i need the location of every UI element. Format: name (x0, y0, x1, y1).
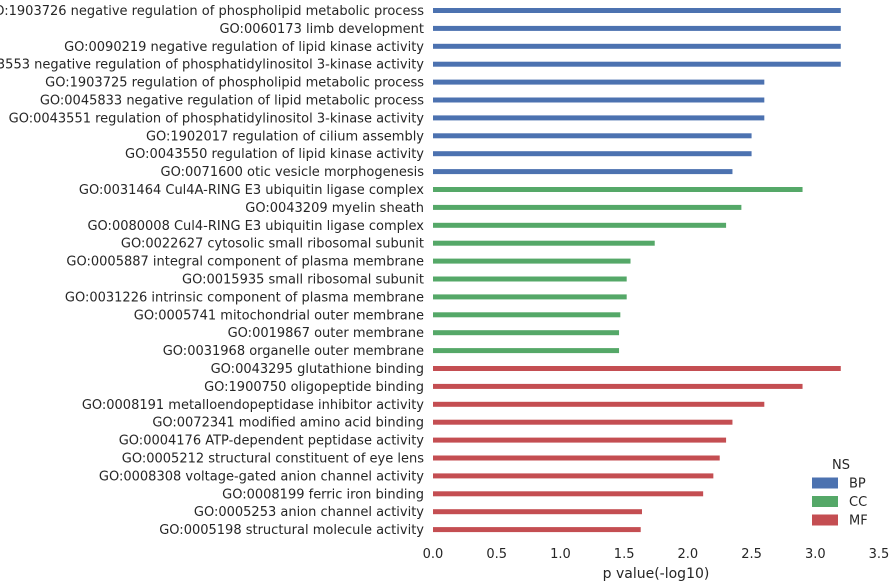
category-label: GO:0019867 outer membrane (228, 326, 424, 341)
category-label: GO:0008199 ferric iron binding (222, 487, 424, 502)
bar-cc (433, 258, 631, 264)
bar-bp (433, 151, 752, 157)
bar-cc (433, 330, 620, 336)
bar-bp (433, 169, 733, 175)
category-label: GO:0031968 organelle outer membrane (163, 344, 424, 359)
x-tick-label: 1.0 (550, 547, 571, 562)
bar-bp (433, 133, 752, 139)
bar-bp (433, 25, 841, 31)
bar-cc (433, 240, 655, 246)
category-label: GO:0005741 mitochondrial outer membrane (134, 308, 424, 323)
category-label: GO:0072341 modified amino acid binding (152, 416, 424, 431)
category-label: GO:0005198 structural molecule activity (159, 523, 424, 538)
category-label: GO:0031464 Cul4A-RING E3 ubiquitin ligas… (79, 183, 424, 198)
category-label: GO:0005887 integral component of plasma … (66, 255, 424, 270)
bar-cc (433, 294, 627, 300)
legend-label-mf: MF (849, 514, 868, 529)
legend-label-cc: CC (849, 495, 867, 510)
category-label: GO:1903726 negative regulation of phosph… (0, 4, 424, 19)
category-label: GO:0045833 negative regulation of lipid … (40, 94, 424, 109)
x-tick-label: 3.5 (869, 547, 890, 562)
bar-cc (433, 348, 620, 354)
category-label: GO:1903725 regulation of phospholipid me… (45, 76, 424, 91)
category-label: GO:0004176 ATP-dependent peptidase activ… (119, 434, 425, 449)
category-label: GO:0043551 regulation of phosphatidylino… (9, 111, 425, 126)
bar-mf (433, 383, 803, 389)
bar-bp (433, 43, 841, 49)
category-label: GO:0090219 negative regulation of lipid … (64, 40, 424, 55)
bar-cc (433, 312, 621, 318)
bar-cc (433, 204, 742, 210)
bar-mf (433, 455, 720, 461)
x-tick-label: 3.0 (805, 547, 826, 562)
x-tick-label: 2.0 (678, 547, 699, 562)
category-label: GO:0043550 regulation of lipid kinase ac… (125, 147, 424, 162)
bar-mf (433, 491, 704, 497)
x-axis-label: p value(-log10) (603, 566, 710, 582)
legend-swatch-mf (812, 514, 838, 526)
x-tick-label: 2.5 (741, 547, 762, 562)
bar-mf (433, 509, 642, 515)
legend-label-bp: BP (849, 477, 866, 492)
bar-mf (433, 401, 765, 407)
category-labels-group: GO:1903726 negative regulation of phosph… (0, 4, 424, 538)
bar-mf (433, 366, 841, 371)
bar-bp (433, 115, 765, 121)
category-label: GO:0043209 myelin sheath (245, 201, 424, 216)
x-tick-label: 0.5 (486, 547, 507, 562)
legend-swatch-bp (812, 477, 838, 489)
x-axis-ticks-group: 0.0 0.5 1.0 1.5 2.0 2.5 3.0 3.5 (423, 547, 890, 562)
category-label: GO:0080008 Cul4-RING E3 ubiquitin ligase… (87, 219, 424, 234)
legend: NS BP CC MF (812, 458, 868, 529)
bar-bp (433, 97, 765, 103)
bar-mf (433, 419, 733, 425)
bar-mf (433, 437, 727, 443)
bar-bp (433, 61, 841, 67)
category-label: GO:0043553 negative regulation of phosph… (0, 58, 424, 73)
category-label: GO:0005253 anion channel activity (194, 505, 424, 520)
bars-group (433, 8, 841, 533)
bar-mf (433, 527, 641, 533)
x-tick-label: 1.5 (614, 547, 635, 562)
bar-bp (433, 79, 765, 85)
bar-mf (433, 473, 714, 479)
category-label: GO:0005212 structural constituent of eye… (122, 452, 424, 467)
category-label: GO:1900750 oligopeptide binding (204, 380, 424, 395)
bar-cc (433, 187, 803, 192)
bar-cc (433, 222, 727, 228)
bar-bp (433, 8, 841, 13)
category-label: GO:0022627 cytosolic small ribosomal sub… (121, 237, 424, 252)
legend-swatch-cc (812, 496, 838, 507)
bar-cc (433, 276, 627, 282)
category-label: GO:0043295 glutathione binding (211, 362, 424, 377)
category-label: GO:0008191 metalloendopeptidase inhibito… (82, 398, 424, 413)
category-label: GO:0071600 otic vesicle morphogenesis (161, 165, 425, 180)
category-label: GO:0031226 intrinsic component of plasma… (65, 290, 424, 305)
category-label: GO:1902017 regulation of cilium assembly (146, 129, 424, 144)
category-label: GO:0060173 limb development (219, 22, 424, 37)
category-label: GO:0008308 voltage-gated anion channel a… (99, 469, 424, 484)
x-tick-label: 0.0 (423, 547, 444, 562)
category-label: GO:0015935 small ribosomal subunit (182, 273, 424, 288)
legend-title: NS (832, 458, 850, 473)
